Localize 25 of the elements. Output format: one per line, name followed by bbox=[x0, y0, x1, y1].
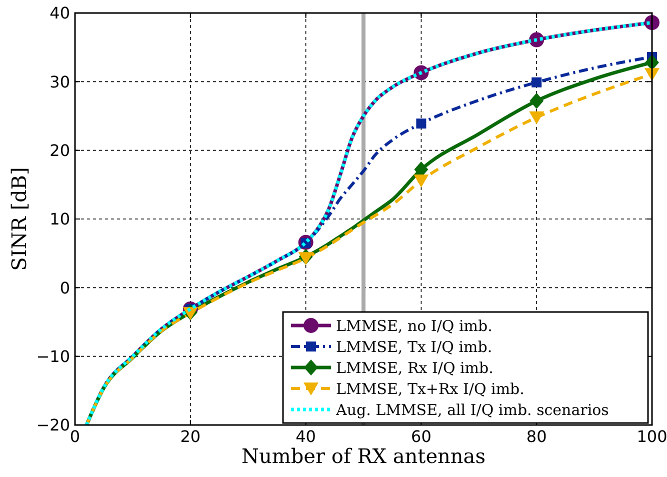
point bbox=[532, 77, 542, 88]
legend-label: LMMSE, Tx+Rx I/Q imb. bbox=[336, 380, 524, 398]
y-tick-label: −20 bbox=[36, 416, 70, 435]
x-tick-label: 100 bbox=[636, 427, 667, 446]
legend-label: LMMSE, no I/Q imb. bbox=[336, 316, 492, 335]
legend-label: LMMSE, Rx I/Q imb. bbox=[336, 358, 494, 377]
y-tick-label: 40 bbox=[50, 4, 70, 23]
y-tick-label: 10 bbox=[50, 210, 70, 229]
y-tick-label: 20 bbox=[50, 140, 70, 160]
point bbox=[530, 92, 544, 109]
point bbox=[529, 111, 544, 124]
x-axis-title: Number of RX antennas bbox=[242, 444, 486, 468]
y-tick-label: −10 bbox=[36, 346, 70, 366]
legend-label: Aug. LMMSE, all I/Q imb. scenarios bbox=[335, 400, 609, 419]
y-tick-label: 0 bbox=[60, 278, 70, 298]
x-tick-label: 80 bbox=[526, 427, 547, 446]
x-tick-label: 40 bbox=[296, 427, 316, 446]
point bbox=[414, 174, 429, 188]
y-axis-title: SINR [dB] bbox=[7, 167, 31, 271]
legend-label: LMMSE, Tx I/Q imb. bbox=[336, 338, 492, 356]
x-tick-label: 60 bbox=[411, 427, 432, 446]
x-tick-label: 20 bbox=[180, 427, 201, 446]
point bbox=[416, 118, 426, 129]
point bbox=[298, 252, 314, 266]
y-tick-label: 30 bbox=[50, 72, 70, 92]
